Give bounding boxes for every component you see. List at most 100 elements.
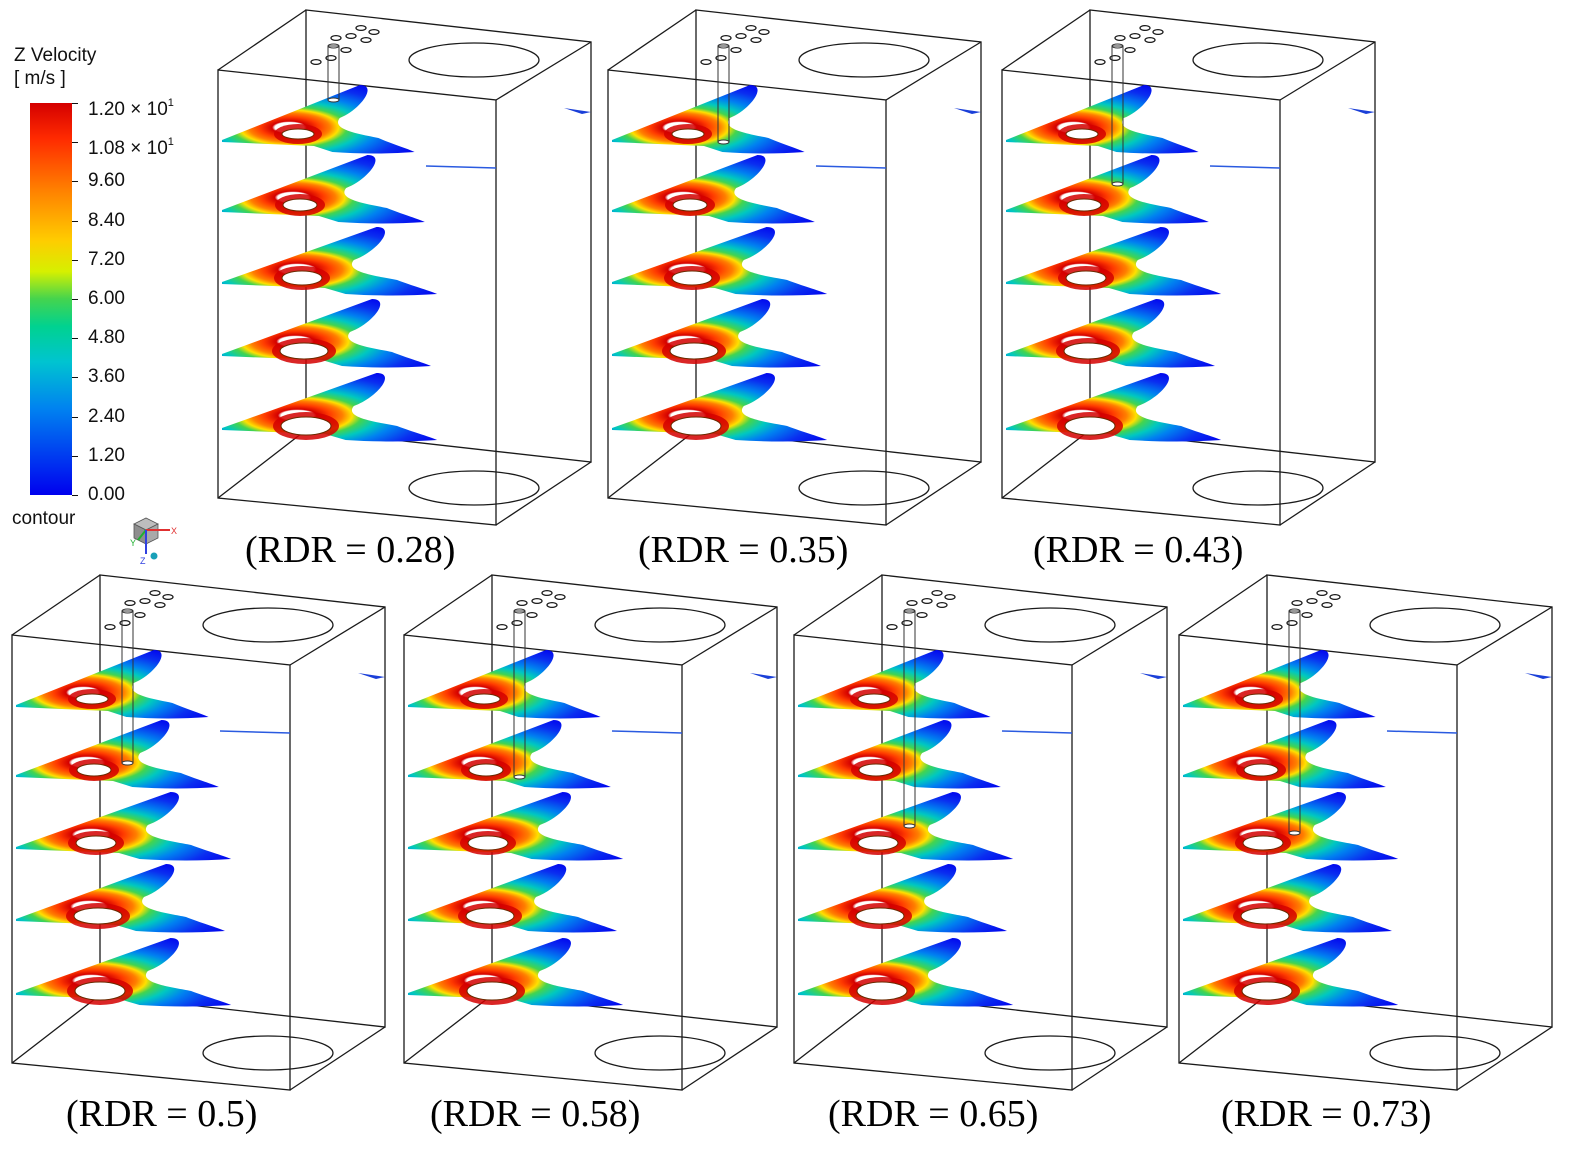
inlet-hole	[901, 619, 913, 627]
inlet-hole	[330, 34, 342, 42]
lance-rod-tip	[327, 97, 340, 103]
jet-core-hole	[1243, 763, 1279, 777]
tick-value: 7.20	[88, 248, 125, 270]
inlet-hole	[1321, 601, 1333, 609]
inlet-hole	[149, 589, 161, 597]
velocity-contour-slice	[612, 227, 828, 296]
jet-core-hole	[856, 981, 908, 1001]
velocity-contour-slice	[408, 938, 624, 1007]
box-edge	[403, 574, 493, 636]
color-scale-tick-label: 1.20	[88, 445, 125, 466]
box-contour-figure	[793, 574, 1168, 1091]
color-scale-tick-label: 1.20 × 101	[88, 93, 174, 120]
lance-rod	[1288, 610, 1301, 834]
inlet-hole	[758, 28, 770, 36]
inlet-hole	[1124, 46, 1136, 54]
jet-core-hole	[280, 416, 332, 436]
side-contour-streak	[1001, 730, 1073, 734]
inlet-hole	[134, 611, 146, 619]
side-contour-streak	[611, 730, 683, 734]
lance-rod-tip	[1111, 181, 1124, 187]
contour-surface	[612, 155, 815, 224]
inlet-hole	[1291, 599, 1303, 607]
contour-panel	[216, 9, 594, 530]
jet-core-hole	[858, 763, 894, 777]
contour-surface	[408, 792, 624, 861]
color-scale-tick-mark	[72, 142, 78, 144]
panel-caption: (RDR = 0.35)	[638, 529, 849, 571]
inlet-hole	[325, 54, 337, 62]
box-edge	[289, 606, 386, 666]
bottom-outlet-ellipse	[594, 1035, 726, 1071]
velocity-contour-slice	[1183, 864, 1392, 933]
side-contour-streak	[1386, 730, 1458, 734]
inlet-hole	[1329, 593, 1341, 601]
lance-rod-tip	[903, 823, 916, 829]
box-edge	[495, 461, 592, 526]
legend-title: Z Velocity [ m/s ]	[14, 44, 96, 90]
inlet-hole	[360, 36, 372, 44]
color-scale-tick-mark	[72, 299, 78, 300]
lance-rod-tip	[1288, 830, 1301, 836]
top-outlet-ellipse	[594, 607, 726, 643]
jet-core-hole	[1065, 128, 1099, 140]
inlet-hole	[104, 623, 116, 631]
box-edge	[793, 994, 883, 1064]
inlet-hole	[906, 599, 918, 607]
jet-core-hole	[467, 835, 509, 851]
inlet-hole	[1301, 611, 1313, 619]
panel-caption: (RDR = 0.5)	[66, 1093, 258, 1135]
color-scale-tick-mark	[72, 338, 78, 340]
box-edge	[217, 429, 307, 499]
velocity-contour-slice	[16, 938, 232, 1007]
inlet-hole	[944, 593, 956, 601]
tick-value: 2.40	[88, 405, 125, 427]
inlet-hole	[119, 619, 131, 627]
inlet-hole	[124, 599, 136, 607]
inlet-hole	[1114, 34, 1126, 42]
inlet-hole	[1109, 54, 1121, 62]
box-edge	[1178, 994, 1268, 1064]
tick-value: 0.00	[88, 484, 125, 505]
inlet-hole	[886, 623, 898, 631]
inlet-hole	[541, 589, 553, 597]
side-contour-sliver	[954, 108, 981, 114]
velocity-contour-slice	[1006, 373, 1222, 442]
velocity-contour-slice	[612, 299, 821, 368]
box-edge	[1071, 606, 1168, 666]
box-wireframe	[607, 9, 982, 526]
jet-core-hole	[75, 693, 109, 705]
side-contour-streak	[219, 730, 291, 734]
inlet-hole	[1094, 58, 1106, 66]
contour-panel	[792, 574, 1170, 1095]
velocity-contour-slice	[798, 938, 1014, 1007]
velocity-contour-slice	[408, 650, 601, 719]
inlet-hole	[496, 623, 508, 631]
box-wireframe	[1178, 574, 1553, 1091]
lance-rod-top	[903, 608, 916, 614]
contour-surface	[798, 650, 991, 719]
box-edge	[495, 41, 592, 101]
velocity-contour-slice	[16, 650, 209, 719]
inlet-hole	[340, 46, 352, 54]
jet-core-hole	[1063, 342, 1113, 360]
box-wireframe	[1001, 9, 1376, 526]
color-scale-tick-label: 4.80	[88, 328, 125, 348]
velocity-contour-slice	[408, 720, 611, 789]
color-scale-tick-mark	[72, 495, 78, 496]
inlet-hole	[936, 601, 948, 609]
velocity-contour-slice	[16, 792, 232, 861]
inlet-hole	[154, 601, 166, 609]
inlet-hole	[546, 601, 558, 609]
legend-title-unit: [ m/s ]	[14, 68, 66, 89]
jet-core-hole	[670, 416, 722, 436]
box-edge	[1279, 461, 1376, 526]
velocity-contour-slice	[222, 85, 415, 154]
inlet-hole	[355, 24, 367, 32]
lance-rod-top	[1111, 43, 1124, 49]
jet-core-hole	[672, 198, 708, 212]
bottom-outlet-ellipse	[984, 1035, 1116, 1071]
triad-y-label: Y	[130, 538, 136, 548]
contour-surface	[16, 720, 219, 789]
box-edge	[217, 9, 307, 71]
